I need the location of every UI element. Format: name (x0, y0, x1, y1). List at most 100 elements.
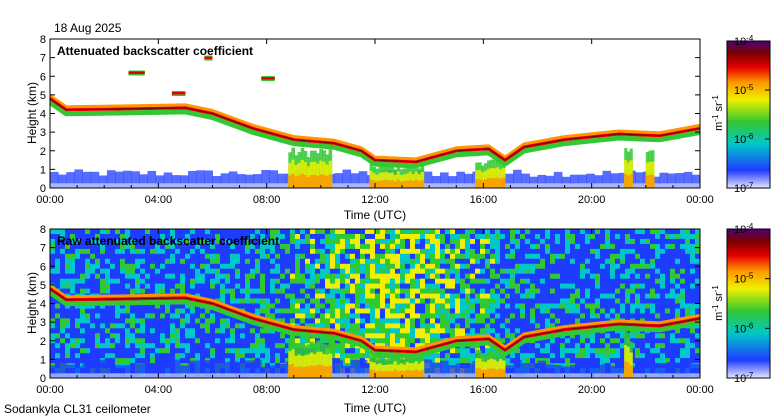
noise-cell (685, 238, 691, 245)
noise-cell (600, 303, 606, 309)
boundary-layer-cell (691, 364, 700, 378)
boundary-layer-cell (269, 365, 278, 378)
noise-cell (645, 358, 651, 364)
precip-band (496, 177, 500, 188)
precip-band (478, 358, 482, 378)
noise-cell (475, 243, 481, 250)
noise-cell (100, 283, 106, 290)
noise-cell (235, 343, 241, 349)
boundary-layer-cell (431, 176, 441, 188)
noise-cell (595, 338, 601, 344)
noise-cell (610, 273, 616, 280)
noise-cell (365, 263, 371, 270)
noise-cell (470, 243, 476, 250)
noise-cell (345, 328, 351, 334)
noise-cell (185, 303, 191, 309)
noise-cell (465, 353, 471, 359)
noise-cell (115, 348, 121, 354)
noise-cell (70, 358, 76, 364)
precip-band (411, 370, 416, 378)
noise-cell (630, 333, 636, 339)
noise-cell (330, 313, 336, 319)
noise-cell (390, 273, 396, 280)
noise-cell (385, 283, 391, 290)
noise-cell (90, 328, 96, 334)
precip-band (294, 367, 299, 378)
noise-cell (165, 258, 171, 265)
noise-cell (530, 243, 536, 250)
noise-cell (600, 353, 606, 359)
noise-cell (675, 263, 681, 270)
boundary-layer-cell (74, 366, 83, 378)
boundary-layer-cell (204, 360, 213, 378)
noise-cell (660, 278, 666, 285)
noise-cell (125, 333, 131, 339)
noise-cell (245, 323, 251, 329)
noise-cell (125, 328, 131, 334)
noise-cell (555, 258, 561, 265)
noise-cell (275, 229, 281, 235)
noise-cell (335, 338, 341, 344)
noise-cell (265, 273, 271, 280)
noise-cell (100, 303, 106, 309)
noise-cell (275, 358, 281, 364)
noise-cell (135, 308, 141, 314)
noise-cell (595, 333, 601, 339)
noise-cell (460, 348, 466, 354)
noise-cell (525, 353, 531, 359)
noise-cell (515, 243, 521, 250)
noise-cell (510, 323, 516, 329)
noise-cell (490, 298, 496, 304)
noise-cell (370, 333, 376, 339)
boundary-layer-cell (521, 173, 530, 188)
noise-cell (130, 338, 136, 344)
noise-cell (555, 243, 561, 250)
noise-cell (355, 353, 361, 359)
noise-cell (305, 283, 311, 290)
noise-cell (540, 278, 546, 285)
noise-cell (615, 229, 621, 235)
noise-cell (150, 303, 156, 309)
noise-cell (320, 229, 326, 235)
noise-cell (230, 263, 236, 270)
noise-cell (655, 248, 661, 255)
noise-cell (90, 229, 96, 235)
noise-cell (230, 343, 236, 349)
noise-cell (325, 278, 331, 285)
noise-cell (430, 308, 436, 314)
noise-cell (270, 333, 276, 339)
noise-cell (420, 318, 426, 324)
noise-cell (580, 338, 586, 344)
noise-cell (220, 318, 226, 324)
noise-cell (530, 278, 536, 285)
noise-cell (655, 229, 661, 235)
noise-cell (280, 298, 286, 304)
noise-cell (65, 328, 71, 334)
noise-cell (215, 323, 221, 329)
noise-cell (165, 363, 171, 369)
noise-cell (60, 234, 66, 240)
noise-cell (665, 338, 671, 344)
noise-cell (310, 253, 316, 260)
noise-cell (315, 298, 321, 304)
noise-cell (235, 328, 241, 334)
noise-cell (170, 353, 176, 359)
noise-cell (625, 308, 631, 314)
noise-cell (560, 278, 566, 285)
noise-cell (245, 229, 251, 235)
noise-cell (630, 229, 636, 235)
noise-cell (370, 293, 376, 300)
noise-cell (545, 248, 551, 255)
noise-cell (680, 308, 686, 314)
noise-cell (295, 293, 301, 300)
noise-cell (390, 343, 396, 349)
precip-band (493, 178, 497, 188)
noise-cell (595, 229, 601, 235)
noise-cell (120, 229, 126, 235)
noise-cell (380, 308, 386, 314)
elevated-cloud-patch (171, 91, 186, 96)
noise-cell (230, 258, 236, 265)
noise-cell (75, 328, 81, 334)
noise-cell (55, 278, 61, 285)
noise-cell (630, 283, 636, 290)
